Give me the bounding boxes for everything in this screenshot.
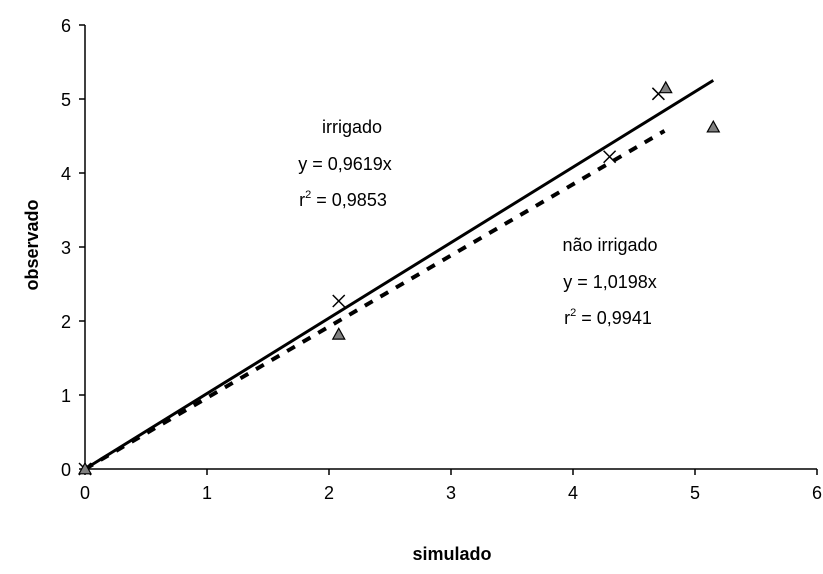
annotation-irrigado-title: irrigado	[322, 117, 382, 137]
x-tick-label: 5	[690, 483, 700, 503]
data-point-triangle	[706, 119, 721, 133]
y-tick-label: 3	[61, 238, 71, 258]
x-tick-label: 3	[446, 483, 456, 503]
y-tick-label: 0	[61, 460, 71, 480]
x-tick-label: 1	[202, 483, 212, 503]
fit-line-0	[83, 129, 666, 471]
x-tick-label: 0	[80, 483, 90, 503]
axes: 0 1 2 3 4 5 6 0 1 2 3 4 5 6	[61, 16, 822, 503]
annotation-nao-irrigado: não irrigado y = 1,0198x r2 = 0,9941	[562, 235, 657, 328]
annotation-nao-irrigado-equation: y = 1,0198x	[563, 272, 657, 292]
annotation-nao-irrigado-r2: r2 = 0,9941	[564, 307, 652, 328]
annotation-nao-irrigado-title: não irrigado	[562, 235, 657, 255]
fit-line-1	[84, 79, 715, 471]
annotation-irrigado-equation: y = 0,9619x	[298, 154, 392, 174]
data-point-triangle	[658, 80, 673, 94]
x-axis-title: simulado	[412, 544, 491, 564]
y-axis-title: observado	[22, 199, 42, 290]
fit-lines	[83, 79, 715, 471]
y-tick-label: 6	[61, 16, 71, 36]
x-tick-label: 2	[324, 483, 334, 503]
data-point-triangle	[331, 327, 346, 340]
y-tick-label: 5	[61, 90, 71, 110]
x-tick-label: 6	[812, 483, 822, 503]
y-tick-label: 1	[61, 386, 71, 406]
data-point-cross	[603, 150, 617, 164]
x-tick-label: 4	[568, 483, 578, 503]
annotation-irrigado: irrigado y = 0,9619x r2 = 0,9853	[298, 117, 392, 210]
y-tick-label: 2	[61, 312, 71, 332]
y-tick-label: 4	[61, 164, 71, 184]
data-point-cross	[332, 294, 346, 308]
data-point-triangle	[77, 461, 93, 475]
annotation-irrigado-r2: r2 = 0,9853	[299, 189, 387, 210]
data-points	[77, 80, 721, 476]
